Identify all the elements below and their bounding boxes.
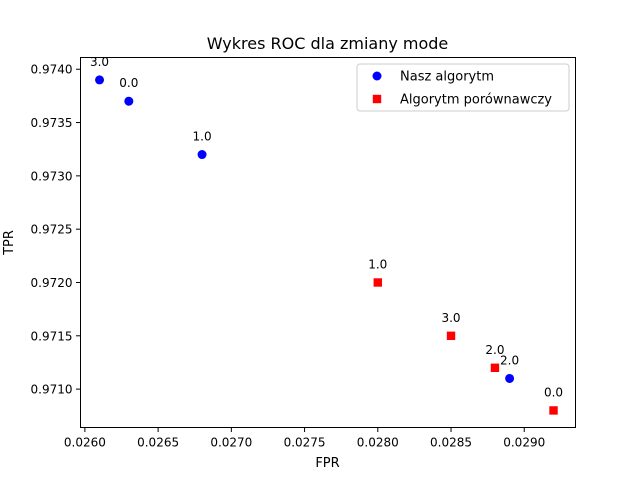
chart-title: Wykres ROC dla zmiany mode	[207, 34, 449, 53]
legend-marker-series-1	[372, 94, 382, 104]
point-label: 0.0	[119, 76, 138, 90]
point-series-1-3	[549, 406, 558, 415]
y-tick-label: 0.9715	[31, 329, 73, 343]
point-label: 3.0	[441, 311, 460, 325]
y-axis: 0.9710 0.9715 0.9720 0.9725 0.9730 0.9735 0.97…	[31, 63, 81, 397]
point-label: 0.0	[544, 385, 563, 399]
point-series-1-1	[446, 331, 456, 340]
y-tick-label: 0.9725	[31, 223, 73, 237]
y-tick-label: 0.9710	[31, 383, 73, 397]
x-axis: 0.0260 0.0265 0.0270 0.0275 0.0280 0.0285 0.02…	[64, 427, 545, 450]
legend-label-series-1: Algorytm porównawczy	[400, 93, 552, 108]
x-tick-label: 0.0290	[503, 436, 545, 450]
plot-area-frame	[80, 57, 576, 428]
point-label: 1.0	[368, 257, 387, 271]
y-tick-label: 0.9740	[31, 63, 73, 77]
point-label: 2.0	[485, 343, 504, 357]
legend-box	[356, 63, 570, 112]
y-tick-label: 0.9730	[31, 169, 73, 183]
point-series-0-1	[124, 96, 134, 106]
y-tick-label: 0.9735	[31, 116, 73, 130]
x-tick-label: 0.0280	[357, 436, 399, 450]
legend-label-series-0: Nasz algorytm	[400, 70, 494, 85]
point-label: 1.0	[193, 130, 212, 144]
point-series-1-0	[373, 278, 382, 287]
point-series-0-2	[197, 150, 207, 160]
x-axis-label: FPR	[315, 456, 339, 471]
point-series-1-2	[490, 363, 500, 372]
point-label: 3.0	[90, 55, 109, 69]
y-tick-label: 0.9720	[31, 276, 73, 290]
x-tick-label: 0.0265	[137, 436, 179, 450]
x-tick-label: 0.0270	[210, 436, 252, 450]
point-series-0-3	[505, 373, 515, 383]
legend: Nasz algorytm Algorytm porównawczy	[356, 63, 570, 112]
x-tick-label: 0.0285	[430, 436, 472, 450]
plot-points: 3.0 0.0 1.0 2.0 1.0 3.0 2.0 0.0	[90, 55, 563, 415]
y-axis-label: TPR	[2, 230, 17, 256]
x-tick-label: 0.0260	[64, 436, 106, 450]
legend-marker-series-0	[372, 71, 382, 81]
x-tick-label: 0.0275	[284, 436, 326, 450]
point-series-0-0	[95, 75, 105, 85]
point-label: 2.0	[500, 353, 519, 367]
